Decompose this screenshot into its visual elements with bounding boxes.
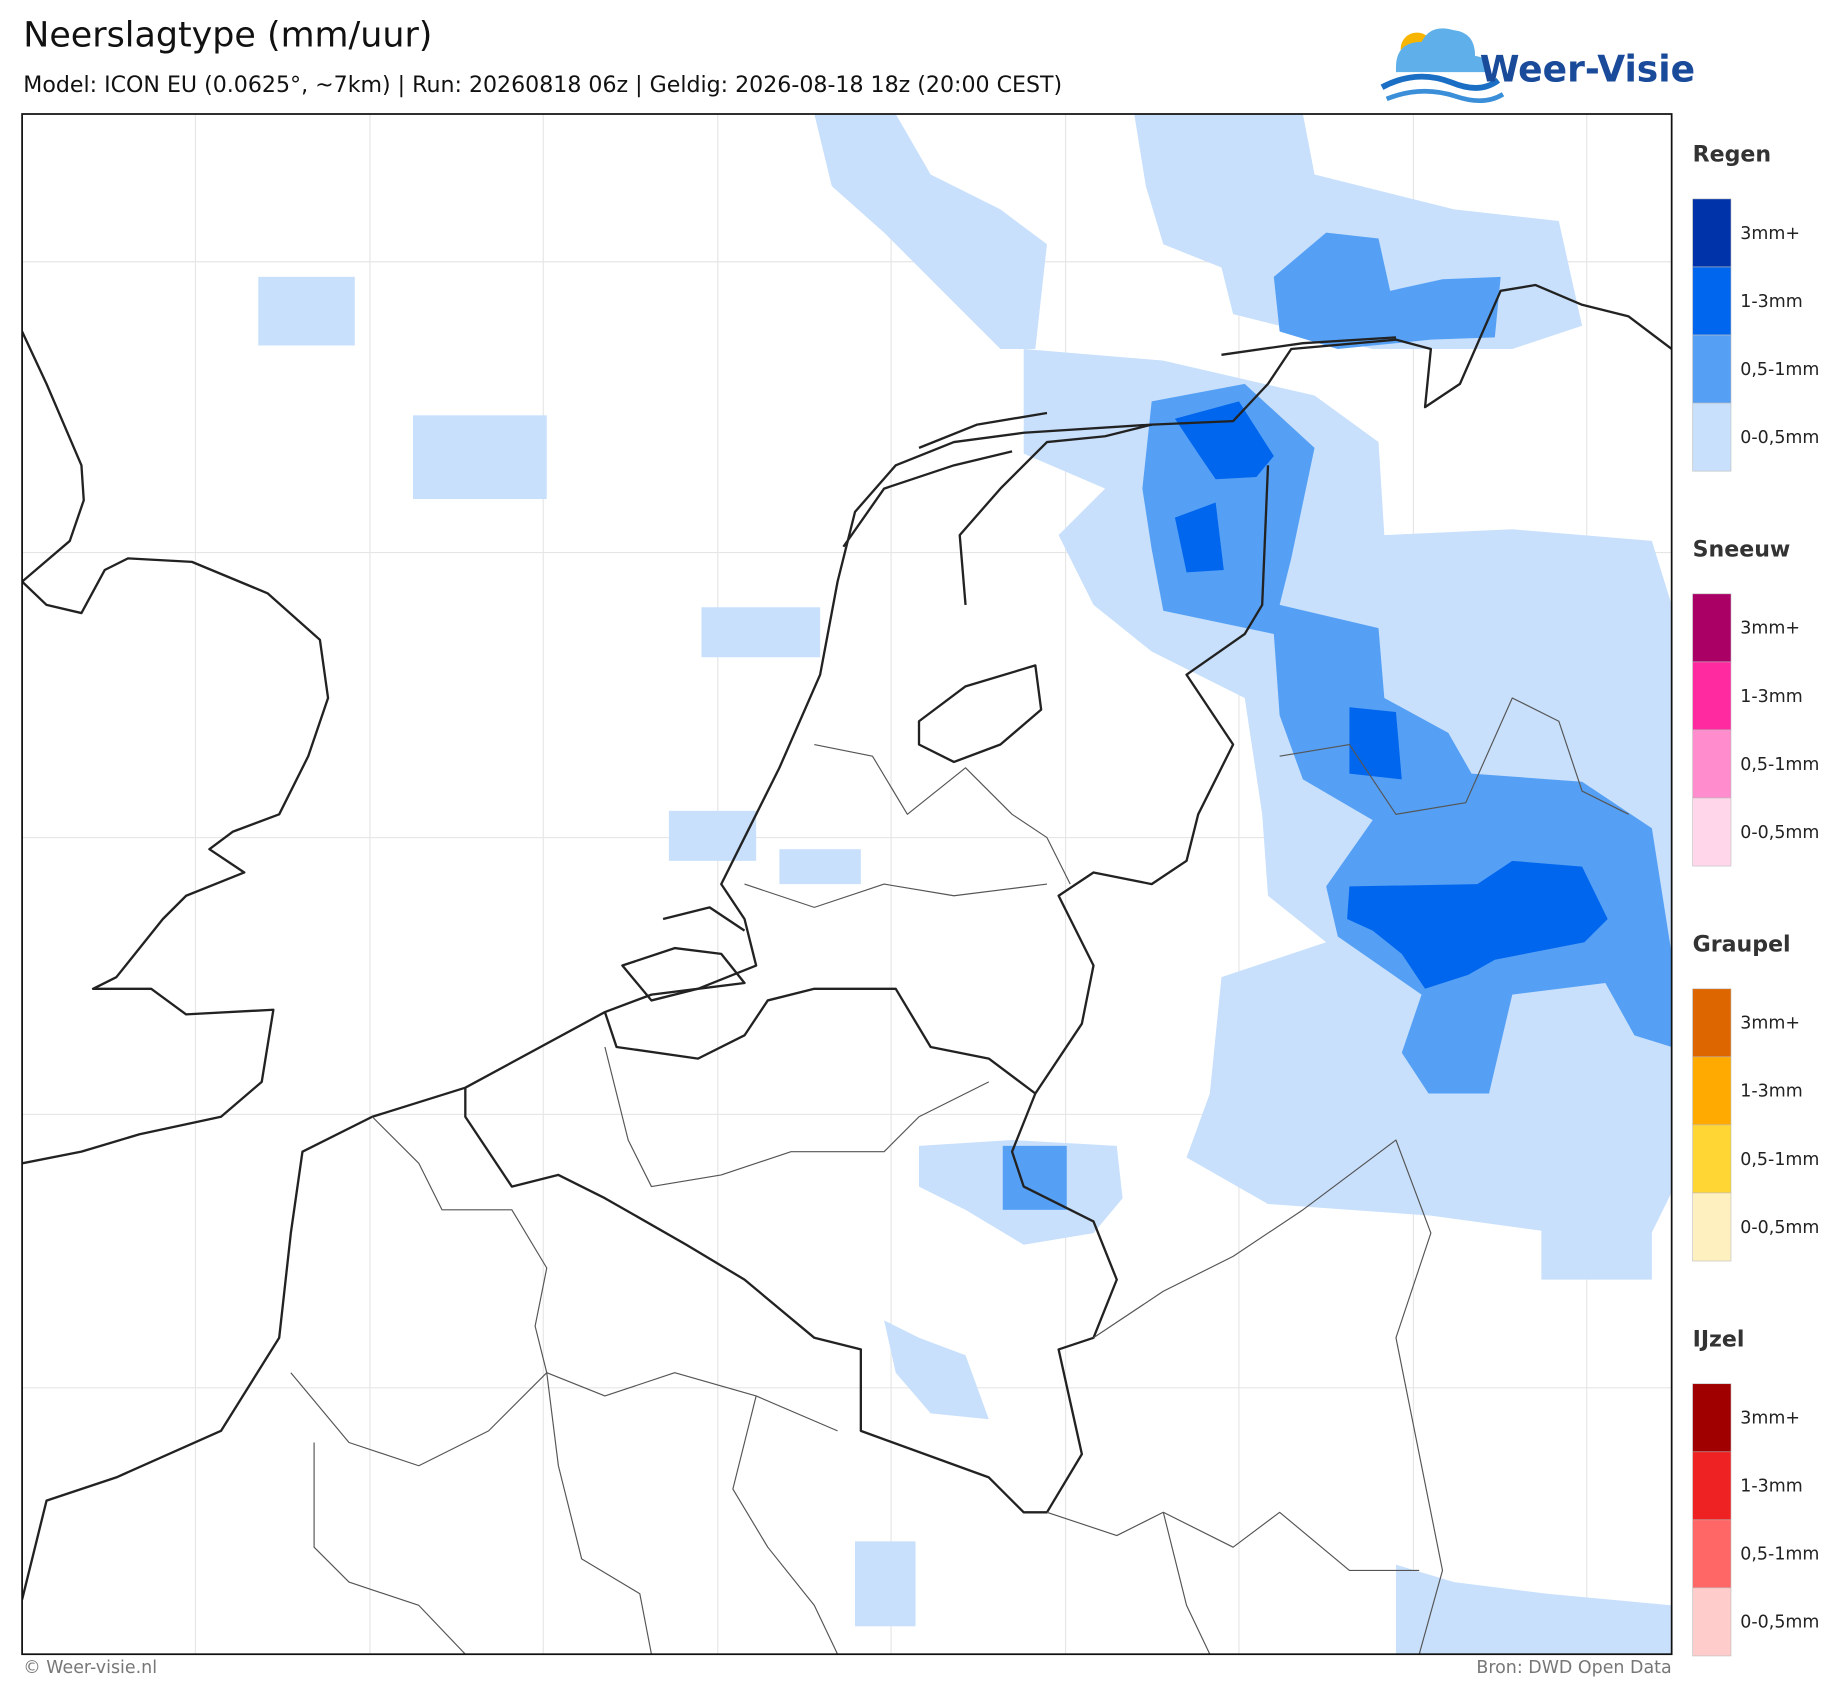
legend-swatch	[1692, 1192, 1732, 1262]
subtitle: Model: ICON EU (0.0625°, ~7km) | Run: 20…	[23, 72, 1062, 98]
legend-label: 0-0,5mm	[1740, 823, 1819, 843]
legend-swatch	[1692, 1587, 1732, 1657]
legend-label: 1-3mm	[1740, 1082, 1802, 1102]
legend-title: Sneeuw	[1693, 537, 1791, 563]
legend-title: Graupel	[1693, 932, 1791, 958]
legend-label: 0-0,5mm	[1740, 428, 1819, 448]
title: Neerslagtype (mm/uur)	[23, 16, 432, 56]
legend-swatch	[1692, 334, 1732, 404]
legend-swatch	[1692, 729, 1732, 799]
credit: © Weer-visie.nl	[23, 1658, 157, 1678]
logo-text: Weer-Visie	[1480, 48, 1695, 90]
legend-swatch	[1692, 1124, 1732, 1194]
legend: Regen 3mm+ 1-3mm 0,5-1mm 0-0,5mm Sneeuw 3mm+ 1-…	[1692, 142, 1819, 1657]
legend-swatch	[1692, 593, 1732, 663]
legend-label: 3mm+	[1740, 619, 1800, 639]
legend-swatch	[1692, 1383, 1732, 1453]
map	[22, 114, 1672, 1655]
legend-label: 1-3mm	[1740, 292, 1802, 312]
legend-swatch	[1692, 988, 1732, 1058]
map-frame	[21, 113, 1673, 1656]
legend-title: Regen	[1693, 142, 1772, 168]
legend-label: 3mm+	[1740, 1014, 1800, 1034]
source: Bron: DWD Open Data	[1476, 1658, 1671, 1678]
legend-label: 0,5-1mm	[1740, 755, 1819, 775]
legend-label: 1-3mm	[1740, 687, 1802, 707]
precipitation	[258, 114, 1672, 1655]
legend-label: 0,5-1mm	[1740, 1150, 1819, 1170]
legend-label: 0,5-1mm	[1740, 1545, 1819, 1565]
legend-label: 3mm+	[1740, 224, 1800, 244]
borders	[290, 465, 1629, 1655]
legend-swatch	[1692, 797, 1732, 867]
legend-swatch	[1692, 1519, 1732, 1589]
legend-label: 0-0,5mm	[1740, 1613, 1819, 1633]
legend-label: 1-3mm	[1740, 1477, 1802, 1497]
legend-swatch	[1692, 402, 1732, 472]
legend-swatch	[1692, 198, 1732, 268]
legend-label: 0-0,5mm	[1740, 1218, 1819, 1238]
legend-label: 0,5-1mm	[1740, 360, 1819, 380]
legend-swatch	[1692, 661, 1732, 731]
coastlines	[22, 283, 1672, 1600]
legend-label: 3mm+	[1740, 1409, 1800, 1429]
logo: Weer-Visie	[1380, 28, 1695, 103]
legend-swatch	[1692, 1451, 1732, 1521]
legend-swatch	[1692, 266, 1732, 336]
legend-title: IJzel	[1693, 1327, 1745, 1353]
legend-swatch	[1692, 1056, 1732, 1126]
